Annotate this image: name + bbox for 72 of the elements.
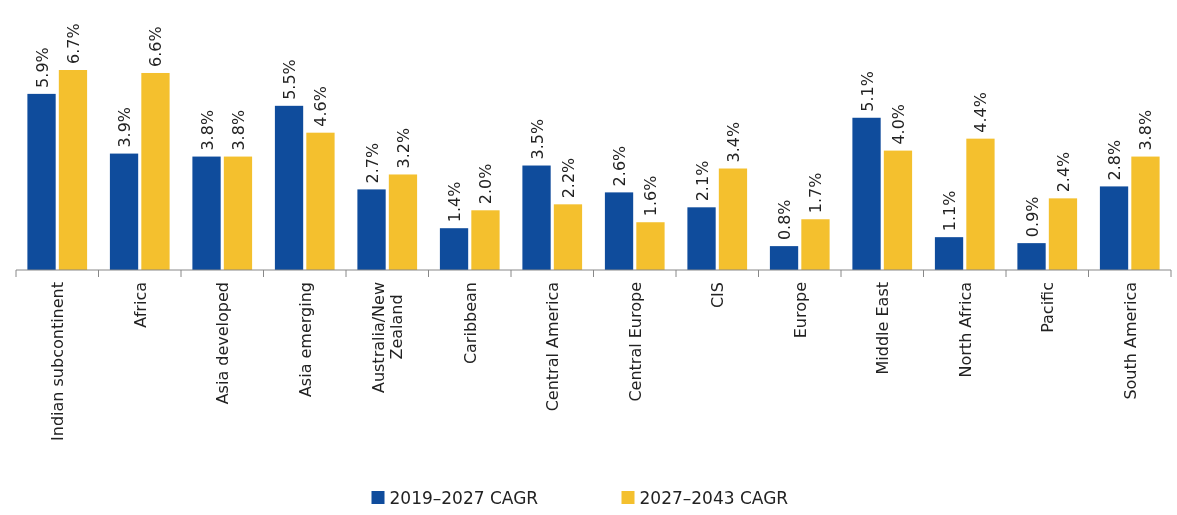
data-label: 1.6% [641,175,661,217]
data-label: 2.0% [476,163,496,205]
x-tick-label: Indian subcontinent [48,282,68,441]
x-tick-label: Pacific [1038,282,1058,333]
data-label: 1.1% [940,190,960,232]
bar [852,117,881,270]
bar [769,246,799,270]
data-label: 4.4% [971,92,991,133]
x-tick-label: Caribbean [460,282,480,365]
data-label: 2.7% [362,142,382,184]
bar [141,72,170,270]
data-label: 3.8% [197,109,217,151]
data-label: 4.6% [311,86,331,127]
bar [1017,243,1046,270]
data-label: 1.7% [806,172,826,214]
data-label: 3.2% [393,127,413,169]
data-label: 2.2% [558,157,578,199]
data-label: 2.8% [1105,139,1125,181]
bar [439,228,469,270]
bar [934,237,964,270]
data-label: 3.9% [115,106,135,148]
x-tick-label: Europe [790,282,810,339]
data-label: 2.6% [610,145,630,187]
x-tick-label: Asia emerging [295,282,315,398]
bar [109,153,139,270]
data-label: 5.1% [857,71,877,112]
data-label: 6.6% [146,26,166,67]
x-tick-label: North Africa [955,282,975,378]
data-label: 3.4% [723,121,743,163]
bar [604,192,634,270]
x-tick-label: Asia developed [213,282,233,405]
bar [27,93,56,270]
x-tick-label: Central America [543,282,563,412]
x-tick-label: Central Europe [625,282,645,402]
legend-label: 2019–2027 CAGR [389,488,539,508]
data-label: 5.5% [280,59,300,100]
bar [388,174,418,270]
bar [1131,156,1160,270]
data-label: 3.5% [527,118,547,160]
bar [801,219,830,270]
bar [1099,186,1129,270]
bar [522,165,551,270]
data-label: 5.9% [32,47,52,88]
x-tick-label: Middle East [873,282,893,375]
bar [553,204,583,270]
data-label: 4.0% [888,103,908,145]
bar [192,156,221,270]
data-label: 3.8% [1136,109,1156,151]
data-label: 2.4% [1053,151,1073,193]
bar [274,105,304,270]
legend-label: 2027–2043 CAGR [639,488,789,508]
data-label: 0.9% [1022,196,1042,238]
data-label: 3.8% [228,109,248,151]
data-label: 1.4% [445,181,465,223]
x-tick-label: CIS [708,282,728,309]
bar [1048,198,1078,270]
bar [966,138,995,270]
x-tick-label: Africa [130,282,150,328]
data-label: 6.7% [63,23,83,64]
bar [223,156,253,270]
bar [306,132,335,270]
bar [883,150,913,270]
x-tick-label: South America [1120,282,1140,400]
bar [471,210,500,270]
bar [687,207,716,270]
bar [357,189,386,270]
bar [58,70,88,270]
x-tick-label: Australia/New Zealand [369,282,407,394]
data-label: 2.1% [692,160,712,202]
bar [718,168,748,270]
data-label: 0.8% [775,199,795,241]
bar [636,222,665,270]
